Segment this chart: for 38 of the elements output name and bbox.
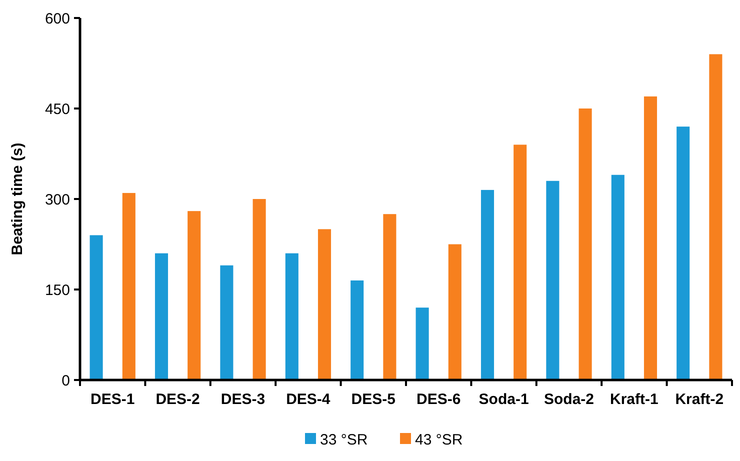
bar: [350, 280, 364, 380]
bar: [154, 253, 168, 380]
x-tick-label: Kraft-2: [675, 391, 724, 408]
x-tick-label: DES-4: [286, 391, 331, 408]
bar: [611, 174, 624, 380]
bar: [546, 180, 560, 380]
x-tick-label: DES-5: [351, 391, 396, 408]
y-tick-label: 600: [44, 10, 70, 28]
bar: [416, 308, 429, 380]
y-tick-label: 300: [44, 191, 70, 208]
x-tick-label: Soda-2: [544, 391, 594, 408]
bar: [676, 126, 690, 380]
legend-label: 43 °SR: [415, 431, 463, 448]
x-tick-label: DES-3: [220, 391, 266, 408]
x-tick-label: Soda-1: [478, 391, 529, 408]
bar: [383, 214, 396, 380]
bar: [514, 144, 527, 380]
bar: [122, 192, 136, 380]
bar: [709, 54, 722, 380]
bar: [644, 96, 658, 380]
bar: [188, 211, 201, 380]
x-tick-label: DES-6: [416, 391, 461, 408]
bar: [480, 190, 494, 380]
y-tick-label: 0: [62, 372, 70, 390]
bar: [578, 108, 592, 380]
y-axis-title: Beating time (s): [9, 142, 26, 256]
bar: [252, 199, 266, 380]
x-tick-label: DES-2: [156, 391, 200, 408]
y-tick-label: 150: [44, 282, 70, 299]
legend-label: 33 °SR: [320, 431, 368, 448]
bar: [448, 244, 462, 380]
x-tick-label: Kraft-1: [610, 391, 658, 408]
y-tick-label: 450: [44, 100, 70, 118]
bar: [285, 253, 298, 380]
bar: [220, 265, 234, 380]
bar: [318, 229, 332, 380]
x-tick-label: DES-1: [90, 391, 135, 408]
bar: [90, 235, 103, 380]
